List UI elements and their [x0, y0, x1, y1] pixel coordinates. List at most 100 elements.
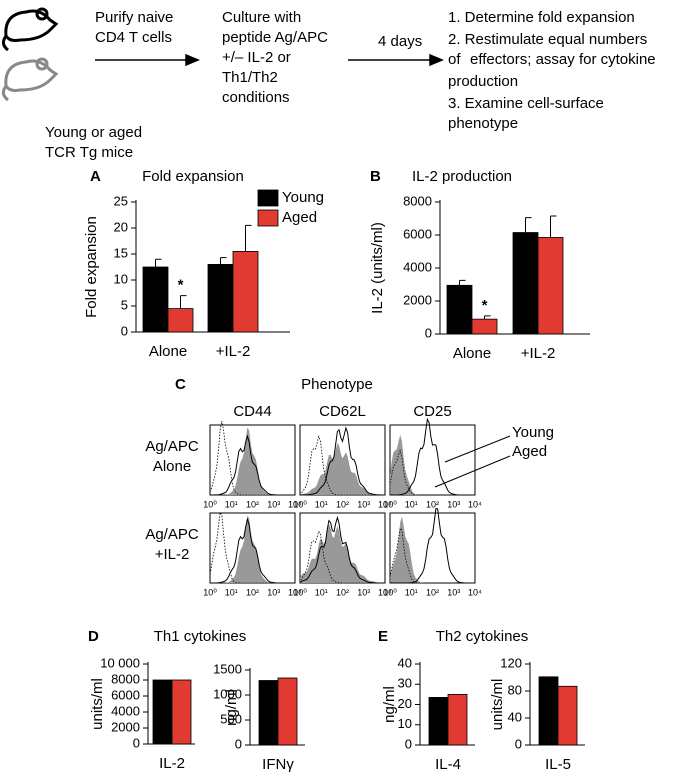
y-tick-label: 2000	[403, 292, 432, 307]
step-text: Purify naive	[95, 9, 173, 26]
y-axis-label: units/ml	[489, 679, 506, 731]
x-tick-label: IL-4	[435, 756, 461, 773]
x-tick-label: IFNγ	[262, 756, 294, 773]
x-tick-label: 10⁴	[468, 499, 482, 509]
error-bar	[459, 279, 466, 286]
y-tick-label: 10	[398, 716, 412, 731]
panel-label: D	[88, 628, 99, 645]
bar	[512, 232, 539, 335]
x-tick-label: 10¹	[405, 587, 418, 597]
step-text: effectors; assay for cytokine	[470, 51, 656, 68]
bar	[428, 697, 449, 746]
y-tick-label: 0	[425, 325, 432, 340]
panel-label: C	[175, 376, 186, 393]
x-tick-label: 10⁰	[203, 499, 217, 509]
arrow-label: 4 days	[378, 33, 422, 50]
x-tick-label: 10⁴	[288, 587, 302, 597]
step-text: conditions	[222, 89, 290, 106]
error-bar	[155, 258, 162, 267]
bar	[258, 680, 279, 746]
chart-title: IL-2 production	[412, 168, 512, 185]
y-tick-label: 2000	[111, 719, 140, 734]
x-tick-label: 10²	[426, 499, 439, 509]
y-tick-label: 10	[114, 271, 128, 286]
x-tick-label: Alone	[453, 345, 491, 362]
step-text: 2. Restimulate equal numbers	[448, 31, 647, 48]
x-tick-label: +IL-2	[216, 343, 251, 360]
y-axis-label: IL-2 (units/ml)	[369, 222, 386, 314]
x-tick-label: 10²	[246, 499, 259, 509]
row-label: +IL-2	[155, 546, 190, 563]
x-tick-label: Alone	[149, 343, 187, 360]
histogram-line	[299, 515, 386, 584]
bar	[142, 266, 169, 333]
x-tick-label: IL-2	[159, 755, 185, 772]
row-label: Ag/APC	[145, 438, 199, 455]
x-tick-label: 10¹	[315, 499, 328, 509]
histogram-line	[299, 435, 385, 496]
x-tick-label: 10¹	[225, 587, 238, 597]
arrows	[95, 53, 444, 67]
x-tick-label: 10⁴	[378, 587, 392, 597]
y-tick-label: 8000	[111, 671, 140, 686]
bar	[471, 318, 498, 335]
x-tick-label: 10³	[357, 499, 370, 509]
x-tick-label: 10²	[336, 499, 349, 509]
column-label: CD44	[233, 403, 271, 420]
y-tick-label: 10 000	[100, 655, 140, 670]
panel-title: Phenotype	[301, 376, 373, 393]
x-tick-label: 10³	[447, 499, 460, 509]
annotation: *	[482, 297, 488, 314]
bar	[557, 685, 578, 746]
chart-title: Fold expansion	[142, 168, 244, 185]
chart-title: Th1 cytokines	[154, 628, 247, 645]
error-bar	[550, 215, 557, 238]
step-text: 1. Determine fold expansion	[448, 9, 635, 26]
x-tick-label: 10³	[267, 587, 280, 597]
column-label: CD62L	[319, 403, 366, 420]
step-text: Th1/Th2	[222, 69, 278, 86]
y-tick-label: 6000	[111, 687, 140, 702]
bar	[446, 284, 473, 335]
step-text: production	[448, 73, 518, 90]
y-axis-label: ng/ml	[381, 686, 398, 723]
y-tick-label: 5	[121, 297, 128, 312]
legend-label: Aged	[512, 443, 547, 460]
row-label: Alone	[153, 458, 191, 475]
x-tick-label: 10⁴	[378, 499, 392, 509]
y-axis-label: units/ml	[89, 678, 106, 730]
y-tick-label: 1000	[213, 686, 242, 701]
y-tick-label: 4000	[403, 259, 432, 274]
x-tick-label: 10²	[426, 587, 439, 597]
row-label: Ag/APC	[145, 526, 199, 543]
bar	[447, 693, 468, 746]
x-tick-label: 10¹	[315, 587, 328, 597]
histogram-line	[209, 420, 295, 496]
histogram-fill	[390, 516, 475, 583]
x-tick-label: 10⁰	[293, 499, 307, 509]
legend-label: Aged	[282, 209, 317, 226]
step-text: phenotype	[448, 115, 518, 132]
x-tick-label: 10⁰	[203, 587, 217, 597]
column-label: CD25	[413, 403, 451, 420]
x-tick-label: 10³	[267, 499, 280, 509]
y-tick-label: 40	[398, 655, 412, 670]
y-tick-label: 0	[121, 323, 128, 338]
step-text: +/– IL-2 or	[222, 49, 291, 66]
y-tick-label: 4000	[111, 703, 140, 718]
bar	[167, 308, 194, 333]
y-tick-label: 20	[398, 696, 412, 711]
histogram-line	[389, 417, 475, 496]
x-tick-label: 10⁰	[383, 587, 397, 597]
y-tick-label: 6000	[403, 226, 432, 241]
error-bar	[525, 217, 532, 233]
histogram-line	[389, 527, 475, 584]
panel-label: A	[90, 168, 101, 185]
y-tick-label: 25	[114, 193, 128, 208]
x-tick-label: 10²	[336, 587, 349, 597]
error-bar	[180, 295, 187, 309]
y-tick-label: 0	[235, 736, 242, 751]
x-tick-label: 10³	[447, 587, 460, 597]
y-axis-label: ng/ml	[223, 689, 240, 726]
y-axis-label: Fold expansion	[83, 216, 100, 318]
